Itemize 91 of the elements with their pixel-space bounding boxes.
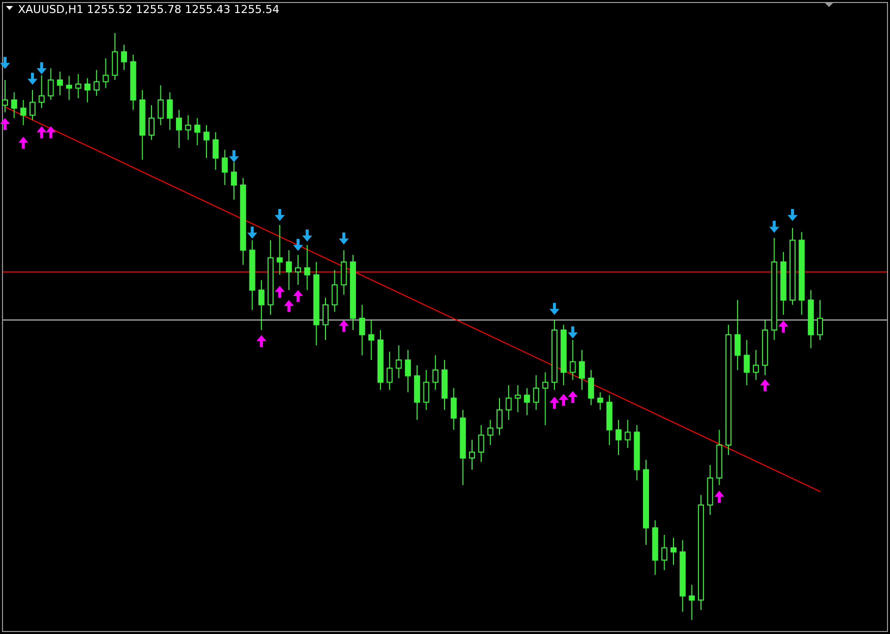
candlestick bbox=[386, 351, 393, 390]
candlestick bbox=[11, 92, 18, 119]
candlestick bbox=[616, 419, 622, 456]
candlestick bbox=[158, 84, 164, 126]
candlestick bbox=[588, 369, 594, 406]
point bbox=[302, 230, 312, 242]
candlestick bbox=[276, 224, 283, 276]
point bbox=[256, 335, 266, 348]
candlestick bbox=[295, 254, 302, 286]
candlestick bbox=[359, 304, 366, 356]
candlestick bbox=[524, 388, 530, 416]
candlestick bbox=[176, 109, 182, 149]
candlestick bbox=[404, 349, 411, 393]
point bbox=[558, 394, 569, 406]
point bbox=[0, 118, 10, 130]
candlestick bbox=[84, 78, 90, 103]
point bbox=[760, 379, 770, 392]
candlestick bbox=[286, 250, 292, 291]
candlestick bbox=[688, 584, 695, 620]
point bbox=[568, 390, 578, 403]
candlestick bbox=[56, 71, 63, 96]
point bbox=[549, 302, 560, 315]
point bbox=[293, 290, 304, 302]
point bbox=[769, 220, 780, 233]
candlestick bbox=[597, 392, 604, 410]
candlestick bbox=[185, 114, 192, 140]
candlestick bbox=[734, 300, 741, 370]
candlestick bbox=[2, 79, 8, 113]
point bbox=[247, 226, 258, 239]
candlestick bbox=[20, 99, 26, 126]
candlestick bbox=[542, 372, 548, 426]
candlestick bbox=[744, 340, 750, 386]
candlestick bbox=[102, 58, 109, 89]
candlestick bbox=[258, 280, 264, 331]
candlestick bbox=[368, 320, 374, 360]
candlestick bbox=[48, 68, 54, 100]
point bbox=[788, 208, 798, 221]
point bbox=[228, 150, 239, 162]
candlestick bbox=[203, 124, 210, 159]
candlestick bbox=[423, 369, 430, 410]
chart-title: XAUUSD,H1 1255.52 1255.78 1255.43 1255.54 bbox=[18, 3, 280, 16]
candlestick bbox=[94, 69, 100, 96]
point bbox=[18, 136, 28, 149]
point bbox=[46, 126, 56, 138]
candlestick bbox=[570, 340, 576, 380]
candlestick bbox=[478, 424, 484, 463]
candlestick bbox=[469, 439, 476, 470]
candlestick bbox=[533, 374, 540, 410]
candlestick bbox=[817, 300, 823, 340]
candlestick bbox=[396, 344, 402, 379]
point bbox=[549, 396, 560, 409]
candlestick bbox=[487, 419, 494, 446]
candlestick bbox=[578, 349, 585, 390]
candlestick bbox=[112, 32, 118, 80]
candlestick bbox=[148, 104, 155, 140]
candlestick bbox=[661, 534, 668, 571]
candlestick bbox=[230, 162, 237, 200]
candlestick bbox=[304, 244, 310, 291]
candlestick bbox=[75, 74, 82, 99]
candlestick bbox=[38, 74, 45, 109]
candlestick bbox=[670, 537, 676, 566]
candlestick bbox=[340, 250, 347, 296]
point bbox=[338, 320, 349, 332]
candlestick bbox=[322, 297, 329, 340]
point bbox=[36, 62, 47, 74]
candlestick bbox=[194, 118, 200, 146]
candlestick bbox=[332, 270, 338, 312]
candlestick bbox=[514, 384, 521, 413]
point bbox=[36, 126, 47, 138]
candlestick bbox=[222, 149, 228, 186]
point bbox=[778, 320, 788, 332]
point bbox=[293, 238, 304, 251]
point bbox=[27, 72, 38, 85]
point bbox=[274, 208, 285, 221]
candlestick bbox=[66, 75, 72, 100]
candlestick bbox=[432, 354, 438, 390]
point bbox=[274, 286, 285, 298]
candlestick bbox=[624, 419, 631, 449]
candlestick bbox=[166, 92, 173, 130]
candlestick bbox=[496, 398, 502, 436]
point bbox=[0, 56, 10, 69]
candlestick bbox=[506, 384, 512, 420]
point bbox=[338, 232, 349, 244]
point bbox=[714, 490, 724, 503]
candlestick bbox=[752, 349, 759, 380]
candlestick bbox=[121, 44, 128, 70]
point bbox=[568, 326, 578, 338]
point bbox=[284, 300, 294, 312]
candlestick bbox=[212, 132, 219, 170]
candlestick bbox=[450, 388, 457, 430]
candlestick bbox=[29, 89, 36, 120]
